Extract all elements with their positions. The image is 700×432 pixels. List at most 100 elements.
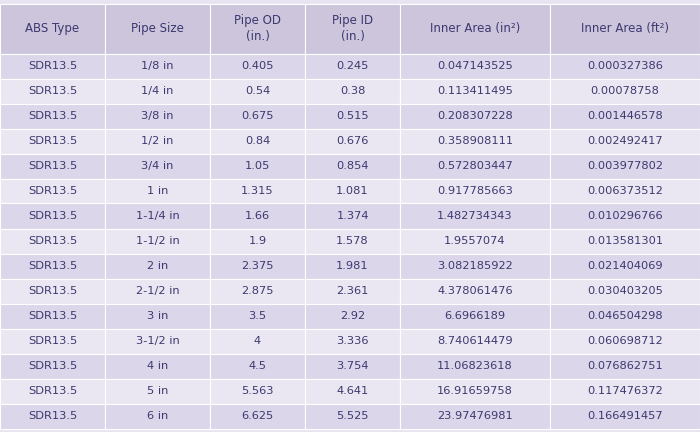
- Text: Pipe OD
(in.): Pipe OD (in.): [234, 14, 281, 43]
- Text: SDR13.5: SDR13.5: [28, 161, 77, 171]
- Text: 3.5: 3.5: [248, 311, 267, 321]
- FancyBboxPatch shape: [210, 304, 305, 328]
- FancyBboxPatch shape: [400, 254, 550, 279]
- FancyBboxPatch shape: [210, 3, 305, 54]
- FancyBboxPatch shape: [0, 403, 105, 429]
- FancyBboxPatch shape: [550, 353, 700, 378]
- Text: SDR13.5: SDR13.5: [28, 86, 77, 96]
- Text: 1.578: 1.578: [336, 236, 369, 246]
- Text: 0.245: 0.245: [336, 61, 369, 71]
- FancyBboxPatch shape: [305, 54, 400, 79]
- FancyBboxPatch shape: [550, 279, 700, 304]
- FancyBboxPatch shape: [0, 279, 105, 304]
- FancyBboxPatch shape: [550, 79, 700, 104]
- FancyBboxPatch shape: [305, 178, 400, 203]
- Text: 1.315: 1.315: [241, 186, 274, 196]
- Text: 0.003977802: 0.003977802: [587, 161, 663, 171]
- FancyBboxPatch shape: [305, 3, 400, 54]
- FancyBboxPatch shape: [0, 203, 105, 229]
- FancyBboxPatch shape: [210, 403, 305, 429]
- FancyBboxPatch shape: [400, 153, 550, 178]
- FancyBboxPatch shape: [0, 128, 105, 153]
- FancyBboxPatch shape: [0, 79, 105, 104]
- Text: SDR13.5: SDR13.5: [28, 386, 77, 396]
- Text: 1.374: 1.374: [336, 211, 369, 221]
- Text: 1-1/4 in: 1-1/4 in: [136, 211, 179, 221]
- Text: 0.208307228: 0.208307228: [437, 111, 513, 121]
- FancyBboxPatch shape: [400, 79, 550, 104]
- FancyBboxPatch shape: [0, 229, 105, 254]
- FancyBboxPatch shape: [210, 203, 305, 229]
- Text: 0.00078758: 0.00078758: [591, 86, 659, 96]
- Text: Pipe ID
(in.): Pipe ID (in.): [332, 14, 373, 43]
- FancyBboxPatch shape: [0, 104, 105, 128]
- FancyBboxPatch shape: [210, 128, 305, 153]
- Text: 8.740614479: 8.740614479: [438, 336, 513, 346]
- Text: SDR13.5: SDR13.5: [28, 111, 77, 121]
- FancyBboxPatch shape: [400, 104, 550, 128]
- FancyBboxPatch shape: [550, 304, 700, 328]
- Text: 4.641: 4.641: [337, 386, 369, 396]
- FancyBboxPatch shape: [210, 178, 305, 203]
- Text: 4 in: 4 in: [147, 361, 168, 371]
- Text: 3/8 in: 3/8 in: [141, 111, 174, 121]
- FancyBboxPatch shape: [210, 79, 305, 104]
- FancyBboxPatch shape: [550, 178, 700, 203]
- Text: 3-1/2 in: 3-1/2 in: [136, 336, 179, 346]
- Text: 2.92: 2.92: [340, 311, 365, 321]
- FancyBboxPatch shape: [305, 279, 400, 304]
- Text: ABS Type: ABS Type: [25, 22, 80, 35]
- FancyBboxPatch shape: [0, 254, 105, 279]
- Text: 2-1/2 in: 2-1/2 in: [136, 286, 179, 296]
- Text: SDR13.5: SDR13.5: [28, 261, 77, 271]
- FancyBboxPatch shape: [400, 3, 550, 54]
- Text: 1.981: 1.981: [336, 261, 369, 271]
- Text: 0.676: 0.676: [336, 136, 369, 146]
- Text: 2.875: 2.875: [241, 286, 274, 296]
- FancyBboxPatch shape: [0, 153, 105, 178]
- FancyBboxPatch shape: [400, 328, 550, 353]
- FancyBboxPatch shape: [105, 178, 210, 203]
- Text: 1.081: 1.081: [336, 186, 369, 196]
- Text: 5.525: 5.525: [336, 411, 369, 421]
- Text: 16.91659758: 16.91659758: [437, 386, 513, 396]
- Text: SDR13.5: SDR13.5: [28, 411, 77, 421]
- Text: 0.38: 0.38: [340, 86, 365, 96]
- Text: 1/2 in: 1/2 in: [141, 136, 174, 146]
- Text: 0.572803447: 0.572803447: [437, 161, 513, 171]
- FancyBboxPatch shape: [210, 254, 305, 279]
- FancyBboxPatch shape: [400, 128, 550, 153]
- FancyBboxPatch shape: [305, 378, 400, 403]
- FancyBboxPatch shape: [210, 229, 305, 254]
- FancyBboxPatch shape: [210, 328, 305, 353]
- FancyBboxPatch shape: [0, 328, 105, 353]
- Text: 3.336: 3.336: [336, 336, 369, 346]
- FancyBboxPatch shape: [105, 254, 210, 279]
- Text: 0.675: 0.675: [241, 111, 274, 121]
- FancyBboxPatch shape: [550, 328, 700, 353]
- Text: 0.515: 0.515: [336, 111, 369, 121]
- FancyBboxPatch shape: [550, 153, 700, 178]
- FancyBboxPatch shape: [105, 128, 210, 153]
- Text: 1.482734343: 1.482734343: [438, 211, 513, 221]
- Text: 1.9557074: 1.9557074: [444, 236, 505, 246]
- Text: 5 in: 5 in: [147, 386, 168, 396]
- FancyBboxPatch shape: [210, 104, 305, 128]
- FancyBboxPatch shape: [210, 353, 305, 378]
- FancyBboxPatch shape: [400, 178, 550, 203]
- FancyBboxPatch shape: [550, 378, 700, 403]
- Text: 0.854: 0.854: [336, 161, 369, 171]
- FancyBboxPatch shape: [210, 153, 305, 178]
- Text: 23.97476981: 23.97476981: [437, 411, 513, 421]
- FancyBboxPatch shape: [550, 203, 700, 229]
- FancyBboxPatch shape: [105, 104, 210, 128]
- Text: 0.54: 0.54: [245, 86, 270, 96]
- FancyBboxPatch shape: [105, 353, 210, 378]
- Text: Pipe Size: Pipe Size: [131, 22, 184, 35]
- Text: SDR13.5: SDR13.5: [28, 286, 77, 296]
- FancyBboxPatch shape: [105, 203, 210, 229]
- Text: SDR13.5: SDR13.5: [28, 311, 77, 321]
- FancyBboxPatch shape: [0, 3, 105, 54]
- FancyBboxPatch shape: [400, 279, 550, 304]
- FancyBboxPatch shape: [305, 403, 400, 429]
